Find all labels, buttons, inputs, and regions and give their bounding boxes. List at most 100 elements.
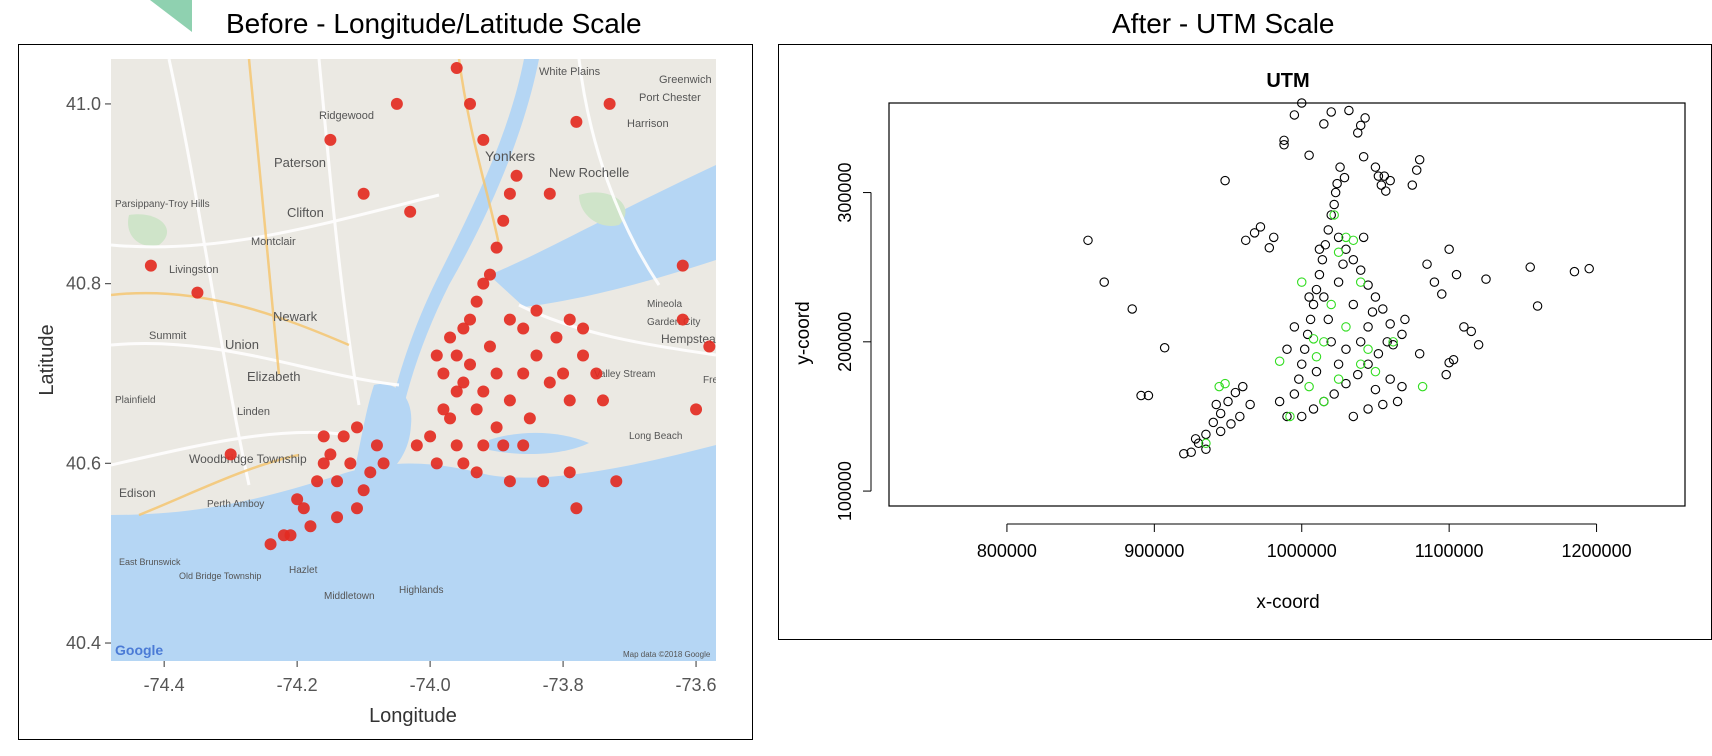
data-point <box>1223 396 1233 407</box>
data-point <box>483 340 496 353</box>
y-tick-label: 40.6 <box>66 453 101 473</box>
data-point <box>1208 417 1219 428</box>
data-point <box>523 412 536 425</box>
hudson-river <box>391 59 539 405</box>
data-point <box>1473 340 1484 350</box>
data-point <box>457 322 470 335</box>
data-point <box>357 187 370 200</box>
data-point <box>1326 107 1336 117</box>
data-point <box>1584 263 1594 274</box>
data-point <box>1329 210 1339 220</box>
corner-accent-shape <box>150 0 192 32</box>
data-point <box>1329 389 1339 399</box>
data-point <box>503 475 516 488</box>
data-point <box>144 259 157 272</box>
data-point <box>1211 399 1221 410</box>
left-xlabel: Longitude <box>369 705 457 727</box>
data-point <box>1215 426 1226 437</box>
data-point <box>191 286 204 299</box>
data-point <box>1373 349 1384 359</box>
data-point <box>1240 235 1251 246</box>
data-point <box>1326 337 1336 347</box>
data-point <box>1136 390 1146 401</box>
data-point <box>357 484 370 497</box>
data-point <box>1411 165 1422 175</box>
map-label: Montclair <box>251 236 296 248</box>
data-point <box>577 322 590 335</box>
data-point <box>1378 399 1388 410</box>
data-point <box>1311 284 1322 295</box>
data-point <box>1358 232 1369 243</box>
data-point <box>1363 359 1373 369</box>
data-point <box>1358 151 1369 162</box>
data-point <box>1235 411 1245 422</box>
data-point <box>1274 396 1285 407</box>
data-point <box>1385 175 1395 186</box>
y-tick-label: 100000 <box>835 461 855 521</box>
data-point <box>1385 374 1395 384</box>
y-tick-label: 200000 <box>835 312 855 372</box>
data-point <box>1355 120 1366 131</box>
data-point <box>457 457 470 470</box>
long-island-sound <box>489 165 716 307</box>
x-tick-label: 1100000 <box>1415 541 1484 561</box>
map-background: White Plains Greenwich Port Chester Harr… <box>111 59 741 661</box>
data-point <box>1320 240 1331 250</box>
data-point <box>1311 351 1322 362</box>
roads <box>111 59 716 486</box>
data-point <box>430 457 443 470</box>
data-point <box>477 277 490 290</box>
data-point <box>503 187 516 200</box>
x-tick-label: -74.2 <box>277 675 318 695</box>
map-label: Woodbridge Township <box>189 452 307 466</box>
data-point <box>490 241 503 254</box>
right-xlabel: x-coord <box>1256 592 1319 613</box>
data-point <box>437 403 450 416</box>
data-point <box>377 457 390 470</box>
reservoir <box>128 214 168 246</box>
data-point <box>1159 343 1170 353</box>
data-point <box>557 367 570 380</box>
data-point <box>1448 354 1459 365</box>
data-point <box>1330 187 1341 198</box>
data-point <box>1329 199 1339 210</box>
data-point <box>1381 186 1391 196</box>
data-point <box>537 475 550 488</box>
data-point <box>1348 411 1359 422</box>
data-point <box>1299 344 1310 355</box>
data-point <box>1214 381 1224 392</box>
map-label: White Plains <box>539 66 601 78</box>
right-chart: UTM 800000 900000 1000000 1100000 1200000 100… <box>793 70 1686 613</box>
data-point <box>477 133 490 146</box>
data-point <box>370 439 383 452</box>
data-point <box>1355 265 1366 275</box>
data-point <box>1451 269 1462 280</box>
data-point <box>297 502 310 515</box>
data-point <box>1326 210 1336 220</box>
google-logo-text: Google <box>115 642 163 658</box>
x-tick-label: 1000000 <box>1267 541 1337 561</box>
data-point <box>563 313 576 326</box>
data-point <box>1190 434 1201 444</box>
data-point <box>1201 444 1211 455</box>
left-chart-frame: White Plains Greenwich Port Chester Harr… <box>18 44 753 740</box>
data-point <box>304 520 317 533</box>
data-point <box>1459 322 1469 332</box>
data-point <box>1335 162 1345 172</box>
data-point <box>450 349 463 362</box>
data-point <box>1333 277 1344 287</box>
corner-accent <box>150 0 192 32</box>
data-point <box>703 340 716 353</box>
data-point <box>530 304 543 317</box>
data-point <box>1304 381 1314 392</box>
data-point <box>331 511 344 524</box>
data-point <box>1319 396 1329 407</box>
map-label: New Rochelle <box>549 165 629 180</box>
data-point <box>1186 447 1196 458</box>
data-point <box>1441 369 1451 380</box>
data-point <box>1348 254 1359 265</box>
map-label: Freeport <box>703 375 741 386</box>
data-point <box>1249 228 1260 238</box>
data-point <box>503 394 516 407</box>
data-point <box>676 313 689 326</box>
